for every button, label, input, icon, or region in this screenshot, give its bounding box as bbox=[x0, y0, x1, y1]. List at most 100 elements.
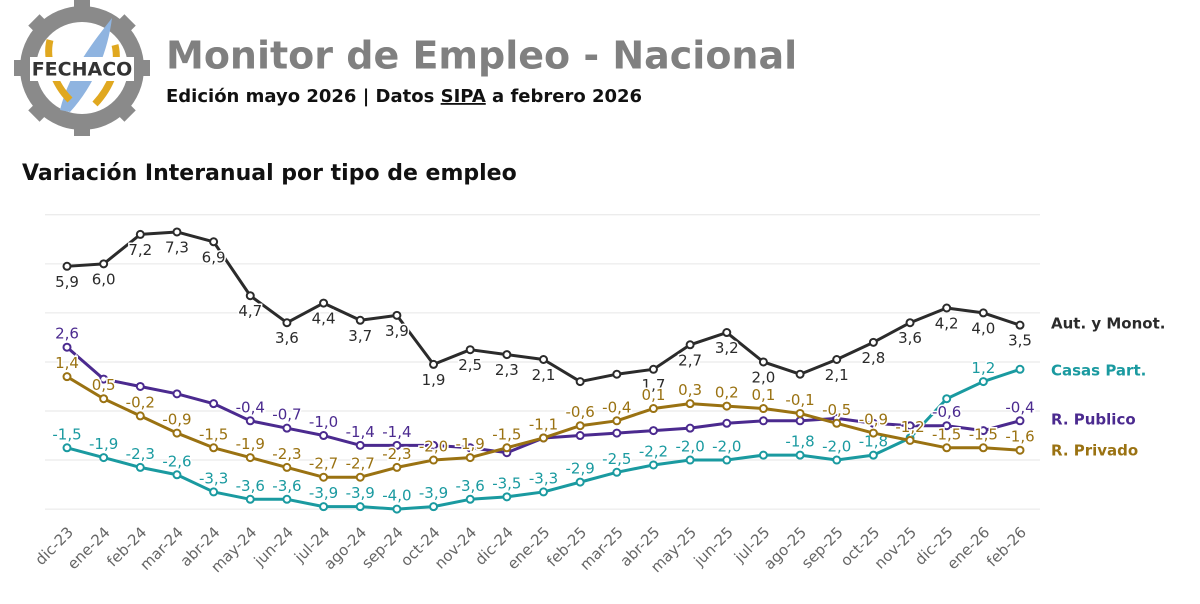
data-label: 0,5 bbox=[92, 376, 116, 394]
data-point bbox=[1015, 320, 1025, 330]
page-title: Monitor de Empleo - Nacional bbox=[166, 34, 797, 78]
data-point bbox=[539, 433, 548, 443]
data-point bbox=[795, 369, 805, 379]
data-point bbox=[502, 443, 512, 453]
data-point bbox=[355, 472, 365, 482]
x-tick-label: nov-24 bbox=[431, 523, 480, 572]
data-label: -3,6 bbox=[236, 477, 265, 495]
data-point bbox=[832, 355, 842, 364]
data-label: 2,1 bbox=[532, 366, 556, 384]
data-label: -2,9 bbox=[566, 460, 595, 478]
data-label: -1,0 bbox=[309, 413, 338, 431]
data-point bbox=[245, 416, 255, 426]
data-point bbox=[942, 303, 952, 313]
data-label: -2,6 bbox=[162, 452, 191, 470]
data-label: 1,7 bbox=[642, 376, 666, 394]
data-point bbox=[135, 411, 145, 421]
data-label: 2,5 bbox=[458, 356, 482, 374]
data-point bbox=[905, 318, 915, 328]
data-label: -3,6 bbox=[456, 477, 485, 495]
data-point bbox=[245, 291, 255, 301]
data-label: -1,6 bbox=[1005, 428, 1034, 446]
data-point bbox=[832, 418, 842, 428]
data-point bbox=[319, 502, 329, 512]
data-label: 2,6 bbox=[55, 325, 79, 343]
data-label: 7,3 bbox=[165, 238, 189, 256]
data-label: -0,6 bbox=[566, 403, 595, 421]
data-label: -1,4 bbox=[346, 423, 375, 441]
data-point bbox=[758, 404, 768, 414]
legend-label: R. Privado bbox=[1051, 442, 1138, 460]
data-point bbox=[575, 431, 585, 441]
data-point bbox=[62, 342, 72, 352]
subtitle-end: a febrero 2026 bbox=[492, 86, 642, 107]
data-point bbox=[392, 440, 402, 450]
x-tick-label: sep-25 bbox=[798, 523, 847, 572]
data-label: 0,2 bbox=[715, 384, 739, 402]
data-label: -2,7 bbox=[309, 455, 338, 473]
data-point bbox=[62, 443, 72, 453]
data-label: -1,5 bbox=[969, 425, 998, 443]
data-point bbox=[209, 487, 219, 497]
data-point bbox=[722, 401, 732, 411]
data-label: 3,6 bbox=[275, 329, 299, 347]
data-label: -2,5 bbox=[602, 450, 631, 468]
data-point bbox=[392, 310, 402, 320]
data-label: 0,1 bbox=[751, 386, 775, 404]
data-label: -3,9 bbox=[346, 484, 375, 502]
data-label: -0,6 bbox=[932, 403, 961, 421]
data-label: -0,1 bbox=[785, 391, 814, 409]
data-point bbox=[172, 227, 182, 237]
data-point bbox=[722, 418, 732, 428]
data-point bbox=[392, 462, 402, 472]
data-point bbox=[99, 374, 109, 384]
data-label: -2,7 bbox=[346, 455, 375, 473]
data-point bbox=[795, 450, 805, 460]
x-tick-label: jun-25 bbox=[690, 523, 737, 570]
data-point bbox=[978, 426, 988, 436]
x-tick-label: sep-24 bbox=[358, 523, 407, 572]
data-point bbox=[319, 298, 329, 308]
data-point bbox=[648, 404, 658, 414]
data-point bbox=[502, 492, 512, 502]
data-point bbox=[465, 345, 475, 355]
data-point bbox=[245, 453, 255, 463]
data-point bbox=[978, 308, 988, 318]
data-label: -3,9 bbox=[419, 484, 448, 502]
data-label: 6,0 bbox=[92, 270, 116, 288]
data-label: -0,2 bbox=[126, 393, 155, 411]
data-label: 3,6 bbox=[898, 329, 922, 347]
data-point bbox=[832, 455, 842, 465]
data-label: 4,4 bbox=[312, 310, 336, 328]
subtitle-link[interactable]: SIPA bbox=[441, 86, 486, 107]
data-label: 2,8 bbox=[861, 349, 885, 367]
data-label: -0,4 bbox=[602, 398, 631, 416]
data-point bbox=[209, 443, 219, 453]
data-label: 3,2 bbox=[715, 339, 739, 357]
data-point bbox=[465, 494, 475, 504]
data-label: 7,2 bbox=[128, 241, 152, 259]
data-point bbox=[575, 421, 585, 431]
data-point bbox=[99, 453, 109, 463]
data-label: -1,8 bbox=[859, 433, 888, 451]
data-point bbox=[758, 450, 768, 460]
legend-label: Aut. y Monot. bbox=[1051, 315, 1165, 333]
data-label: 3,9 bbox=[385, 322, 409, 340]
data-label: 4,2 bbox=[935, 315, 959, 333]
data-label: 1,4 bbox=[55, 354, 79, 372]
data-point bbox=[648, 364, 658, 374]
subtitle: Edición mayo 2026 | Datos SIPA a febrero… bbox=[166, 86, 642, 107]
x-tick-label: jun-24 bbox=[250, 523, 297, 570]
data-point bbox=[722, 455, 732, 465]
data-point bbox=[282, 462, 292, 472]
data-point bbox=[758, 357, 768, 367]
data-point bbox=[685, 455, 695, 465]
data-label: -1,9 bbox=[89, 435, 118, 453]
data-label: -4,0 bbox=[382, 487, 411, 505]
data-point bbox=[502, 350, 512, 360]
data-point bbox=[868, 428, 878, 438]
data-point bbox=[612, 428, 622, 438]
data-label: -2,2 bbox=[639, 442, 668, 460]
data-point bbox=[942, 394, 952, 404]
